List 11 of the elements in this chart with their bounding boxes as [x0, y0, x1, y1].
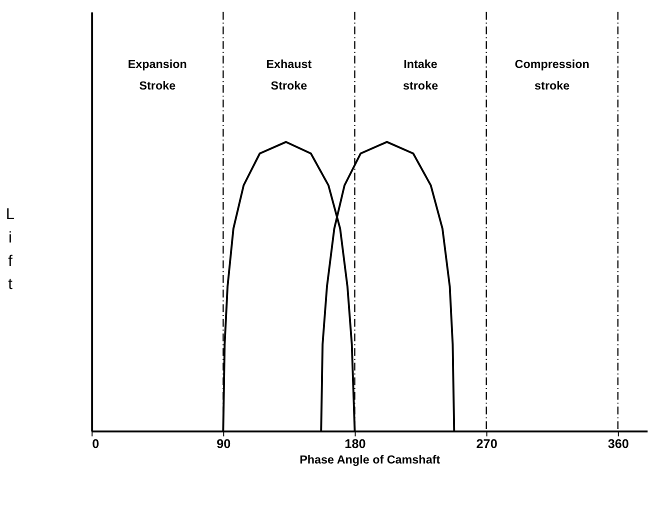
text: Compression stroke [514, 58, 590, 92]
text: Intake stroke [402, 58, 439, 92]
x-tick-label: 360 [608, 437, 629, 452]
x-axis-title: Phase Angle of Camshaft [300, 454, 440, 467]
x-tick-label: 0 [92, 437, 100, 452]
x-tick-label: 270 [476, 437, 498, 452]
text: Expansion Stroke [128, 58, 187, 92]
y-axis-title: Lift [6, 206, 15, 294]
x-tick-label: 90 [216, 437, 231, 452]
text: Exhaust Stroke [266, 58, 312, 92]
x-tick-label: 180 [344, 437, 366, 452]
